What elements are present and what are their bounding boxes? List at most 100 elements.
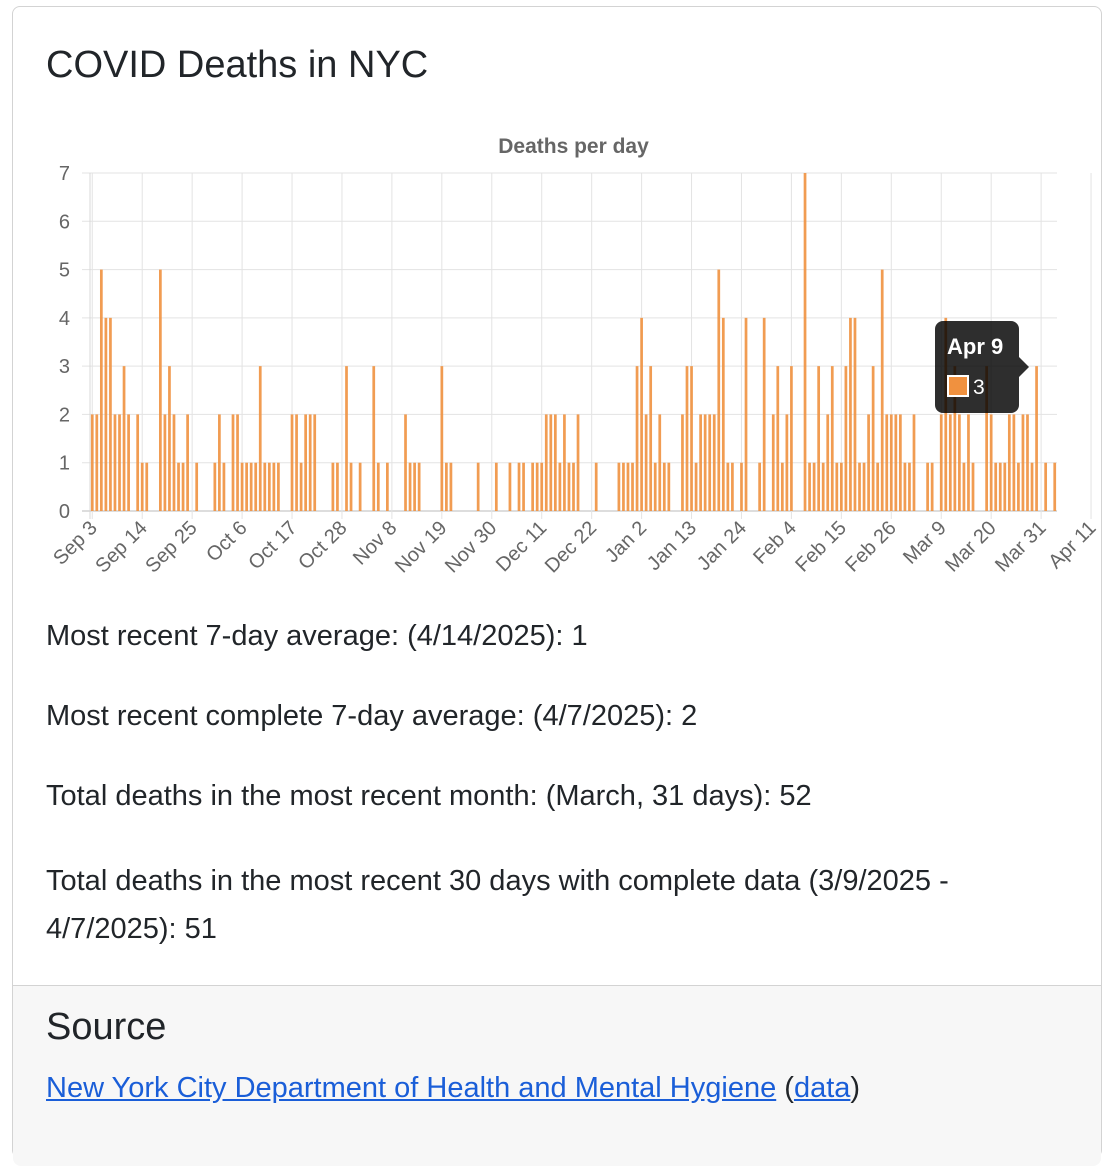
bar — [803, 173, 807, 511]
bar — [899, 414, 902, 511]
bar — [1026, 414, 1029, 511]
x-tick-label: Sep 14 — [91, 517, 151, 577]
bar — [758, 462, 761, 511]
source-section: Source New York City Department of Healt… — [13, 985, 1101, 1166]
bar — [849, 317, 852, 511]
deaths-chart: Deaths per day 0 1 2 3 4 5 6 7 Sep 3 Sep 14 Sep 25 O… — [13, 117, 1101, 627]
bar — [667, 462, 671, 511]
source-title: Source — [46, 1006, 167, 1048]
bar — [558, 462, 562, 511]
bar — [449, 462, 453, 511]
bar — [90, 414, 94, 511]
bar — [780, 462, 784, 511]
bar — [930, 462, 934, 511]
y-tick-label: 7 — [59, 163, 70, 185]
bar — [563, 414, 566, 511]
bar — [553, 414, 557, 511]
bar — [372, 366, 376, 511]
bar — [572, 462, 575, 511]
bar — [331, 462, 335, 511]
bar — [717, 269, 721, 511]
bar — [263, 462, 267, 511]
bar — [313, 414, 317, 511]
bar — [1035, 366, 1038, 511]
stat-monthly-total: Total deaths in the most recent month: (… — [46, 780, 812, 812]
y-tick-label: 1 — [59, 453, 70, 475]
bar — [653, 462, 657, 511]
x-tick-label: Jan 13 — [643, 517, 701, 575]
card-title: COVID Deaths in NYC — [46, 44, 429, 86]
x-tick-label: Oct 17 — [244, 517, 301, 574]
y-tick-label: 4 — [59, 308, 70, 330]
bar — [830, 366, 834, 511]
bar — [1003, 462, 1007, 511]
bar — [236, 414, 239, 511]
bar — [195, 462, 199, 511]
bar — [104, 317, 108, 511]
bar — [712, 414, 716, 511]
close-paren: ) — [850, 1072, 861, 1104]
bar — [926, 462, 929, 511]
bar — [967, 414, 970, 511]
bar — [549, 414, 553, 511]
bar — [821, 462, 825, 511]
tooltip-swatch — [947, 375, 969, 397]
open-paren: ( — [784, 1072, 794, 1104]
bar — [962, 462, 966, 511]
bar — [540, 462, 544, 511]
bar — [994, 462, 998, 511]
y-tick-label: 3 — [59, 356, 70, 378]
x-tick-label: Mar 20 — [941, 517, 1001, 577]
bar — [998, 462, 1002, 511]
chart-title: Deaths per day — [498, 135, 649, 158]
data-link[interactable]: data — [793, 1072, 851, 1104]
bar — [240, 462, 244, 511]
bar — [127, 414, 130, 511]
bar — [349, 462, 353, 511]
chart-tooltip: Apr 9 3 — [935, 321, 1029, 413]
bar — [889, 414, 893, 511]
bar — [817, 366, 821, 511]
bar — [635, 366, 639, 511]
bar — [299, 462, 303, 511]
bar — [376, 462, 380, 511]
bar — [908, 462, 911, 511]
bar — [839, 462, 843, 511]
bar — [177, 462, 180, 511]
bar — [386, 462, 389, 511]
bar — [567, 462, 571, 511]
x-tick-label: Mar 31 — [991, 517, 1051, 577]
bar — [726, 462, 730, 511]
bar — [953, 366, 957, 511]
bar — [118, 414, 121, 511]
bar — [258, 366, 262, 511]
bar — [662, 462, 666, 511]
bar — [771, 414, 775, 511]
bar — [517, 462, 521, 511]
bar — [858, 462, 861, 511]
bar — [989, 414, 993, 511]
bar — [277, 462, 280, 511]
bar — [853, 317, 857, 511]
source-link[interactable]: New York City Department of Health and M… — [46, 1072, 777, 1104]
x-tick-label: Dec 22 — [541, 517, 601, 577]
bar — [1007, 414, 1011, 511]
bar — [186, 414, 189, 511]
bar — [254, 462, 258, 511]
bar — [631, 462, 634, 511]
bar — [958, 414, 961, 511]
bar — [685, 366, 689, 511]
bar — [213, 462, 217, 511]
tooltip-caret — [1019, 357, 1029, 377]
bar — [159, 269, 162, 511]
bar — [445, 462, 448, 511]
bar — [1053, 462, 1057, 511]
bar — [231, 414, 235, 511]
x-tick-label: Apr 11 — [1044, 517, 1100, 573]
bar — [681, 414, 684, 511]
bar — [272, 462, 276, 511]
bar — [617, 462, 621, 511]
bar — [358, 462, 362, 511]
bar — [408, 462, 412, 511]
x-tick-label: Nov 19 — [391, 517, 451, 577]
